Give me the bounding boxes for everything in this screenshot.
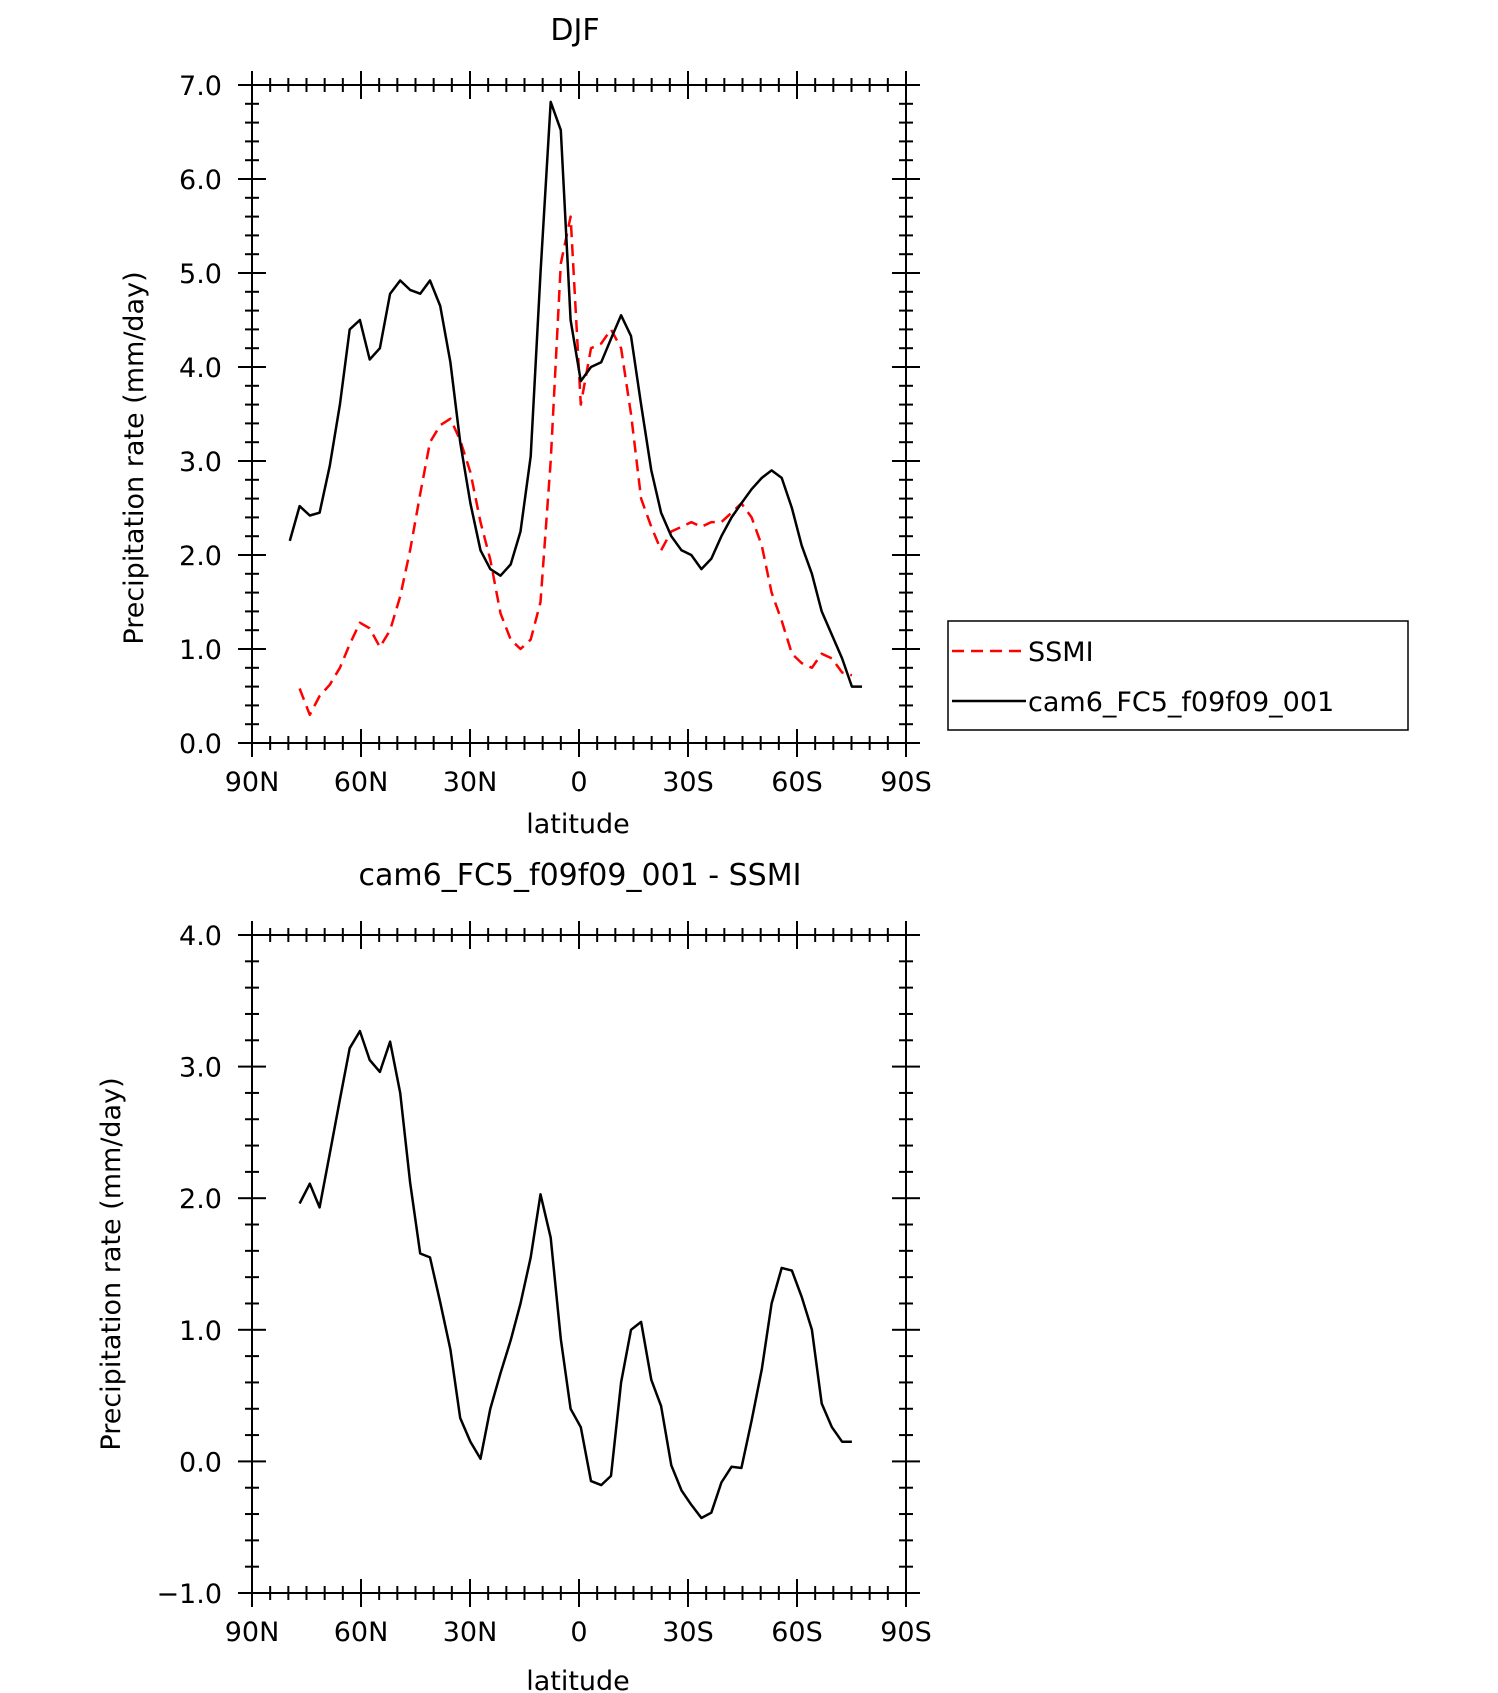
y-tick-label: 0.0 (179, 1447, 222, 1478)
x-tick-label: 60S (771, 767, 823, 798)
y-tick-label: 3.0 (179, 447, 222, 478)
x-tick-label: 30N (443, 1617, 498, 1648)
y-tick-label: 1.0 (179, 635, 222, 666)
legend-label-cam6: cam6_FC5_f09f09_001 (1028, 687, 1334, 718)
series-group (298, 1029, 852, 1520)
y-tick-label: 6.0 (179, 165, 222, 196)
chart-panel-difference: cam6_FC5_f09f09_001 - SSMI latitude Prec… (96, 858, 932, 1693)
y-tick-label: 2.0 (179, 541, 222, 572)
y-axis-label: Precipitation rate (mm/day) (119, 271, 150, 644)
axis-ticks: 90N 60N 30N 0 30S 60S 90S 0.0 1.0 2.0 3.0 4.0 5.0 6.0… (179, 71, 932, 798)
x-tick-label: 60S (771, 1617, 823, 1648)
y-tick-label: 7.0 (179, 71, 222, 102)
x-axis-label: latitude (526, 1666, 630, 1693)
legend-box (947, 620, 1409, 731)
chart-title: DJF (550, 13, 599, 48)
y-tick-label: 2.0 (179, 1184, 222, 1215)
x-axis-label: latitude (526, 809, 630, 840)
y-tick-label: 4.0 (179, 921, 222, 952)
x-tick-label: 60N (334, 1617, 389, 1648)
y-tick-label: 1.0 (179, 1316, 222, 1347)
x-tick-label: 0 (570, 1617, 587, 1648)
plot-frame (251, 84, 907, 744)
x-tick-label: 60N (334, 767, 389, 798)
y-tick-label: 3.0 (179, 1053, 222, 1084)
series-group (288, 100, 862, 717)
plot-frame (251, 934, 907, 1594)
y-axis-label: Precipitation rate (mm/day) (96, 1077, 127, 1450)
x-tick-label: 30S (662, 767, 714, 798)
series-line-cam6-fc5-f09f09-001-ssmi (298, 1029, 852, 1520)
x-tick-label: 90S (880, 1617, 932, 1648)
legend: SSMI cam6_FC5_f09f09_001 (947, 620, 1409, 731)
series-line-ssmi (298, 215, 853, 717)
x-tick-label: 90S (880, 767, 932, 798)
legend-label-ssmi: SSMI (1028, 637, 1094, 668)
chart-panel-djf: DJF latitude Precipitation rate (mm/day)… (119, 13, 1409, 840)
x-tick-label: 0 (570, 767, 587, 798)
chart-title: cam6_FC5_f09f09_001 - SSMI (359, 858, 802, 893)
x-tick-label: 90N (225, 767, 280, 798)
y-tick-label: 5.0 (179, 259, 222, 290)
x-tick-label: 90N (225, 1617, 280, 1648)
y-tick-label: 0.0 (179, 729, 222, 760)
series-line-cam6-fc5-f09f09-001 (288, 100, 862, 688)
y-tick-label: −1.0 (156, 1579, 222, 1610)
axis-ticks: 90N 60N 30N 0 30S 60S 90S −1.0 0.0 1.0 2.0 3.0 4.0 (156, 921, 932, 1648)
y-tick-label: 4.0 (179, 353, 222, 384)
x-tick-label: 30N (443, 767, 498, 798)
x-tick-label: 30S (662, 1617, 714, 1648)
